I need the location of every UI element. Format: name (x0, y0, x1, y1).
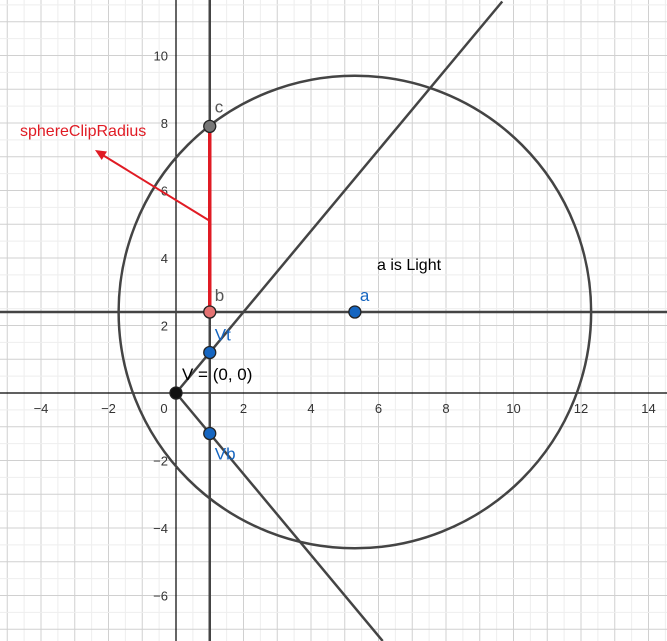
y-tick-label: 10 (154, 49, 168, 64)
point-c-label: c (215, 97, 224, 116)
annotation-label: sphereClipRadius (20, 123, 146, 140)
annotation-arrowhead (95, 150, 107, 161)
point-a-marker[interactable] (348, 305, 362, 319)
point-vt-label: Vt (215, 326, 231, 345)
annotation-arrow-line (100, 153, 211, 222)
x-tick-label: −2 (101, 401, 116, 416)
y-tick-label: −2 (153, 454, 168, 469)
x-tick-label: 12 (574, 401, 588, 416)
point-vt-marker[interactable] (203, 345, 217, 360)
tick-labels: −4 −2 0 2 4 6 8 10 12 14 10 8 6 4 2 −2 −4 −6 (34, 49, 656, 604)
x-tick-label: 10 (506, 401, 520, 416)
line-v-to-vt[interactable] (175, 0, 504, 394)
point-b-marker[interactable] (203, 305, 217, 319)
sphere-clip-radius-annotation: sphereClipRadius (20, 123, 211, 222)
point-b-label: b (215, 286, 224, 305)
point-v-label: V = (0, 0) (182, 365, 252, 384)
point-v-marker[interactable] (169, 386, 183, 400)
x-tick-label: −4 (34, 401, 49, 416)
y-tick-label: 6 (161, 184, 168, 199)
point-vb-marker[interactable] (203, 426, 217, 441)
x-tick-label: 4 (307, 401, 314, 416)
point-c-marker[interactable] (203, 119, 217, 134)
x-tick-label: 6 (375, 401, 382, 416)
x-tick-label: 8 (442, 401, 449, 416)
point-vb-label: Vb (215, 445, 236, 464)
y-tick-label: −4 (153, 521, 168, 536)
x-tick-label: 0 (160, 401, 167, 416)
y-tick-label: 2 (161, 319, 168, 334)
point-a-label: a (360, 286, 370, 305)
points: c b a Vt Vb V = (0, 0) (169, 97, 370, 464)
y-tick-label: 8 (161, 116, 168, 131)
x-tick-label: 2 (240, 401, 247, 416)
light-note: a is Light (377, 257, 442, 274)
y-tick-label: −6 (153, 589, 168, 604)
y-tick-label: 4 (161, 251, 168, 266)
x-tick-label: 14 (641, 401, 655, 416)
